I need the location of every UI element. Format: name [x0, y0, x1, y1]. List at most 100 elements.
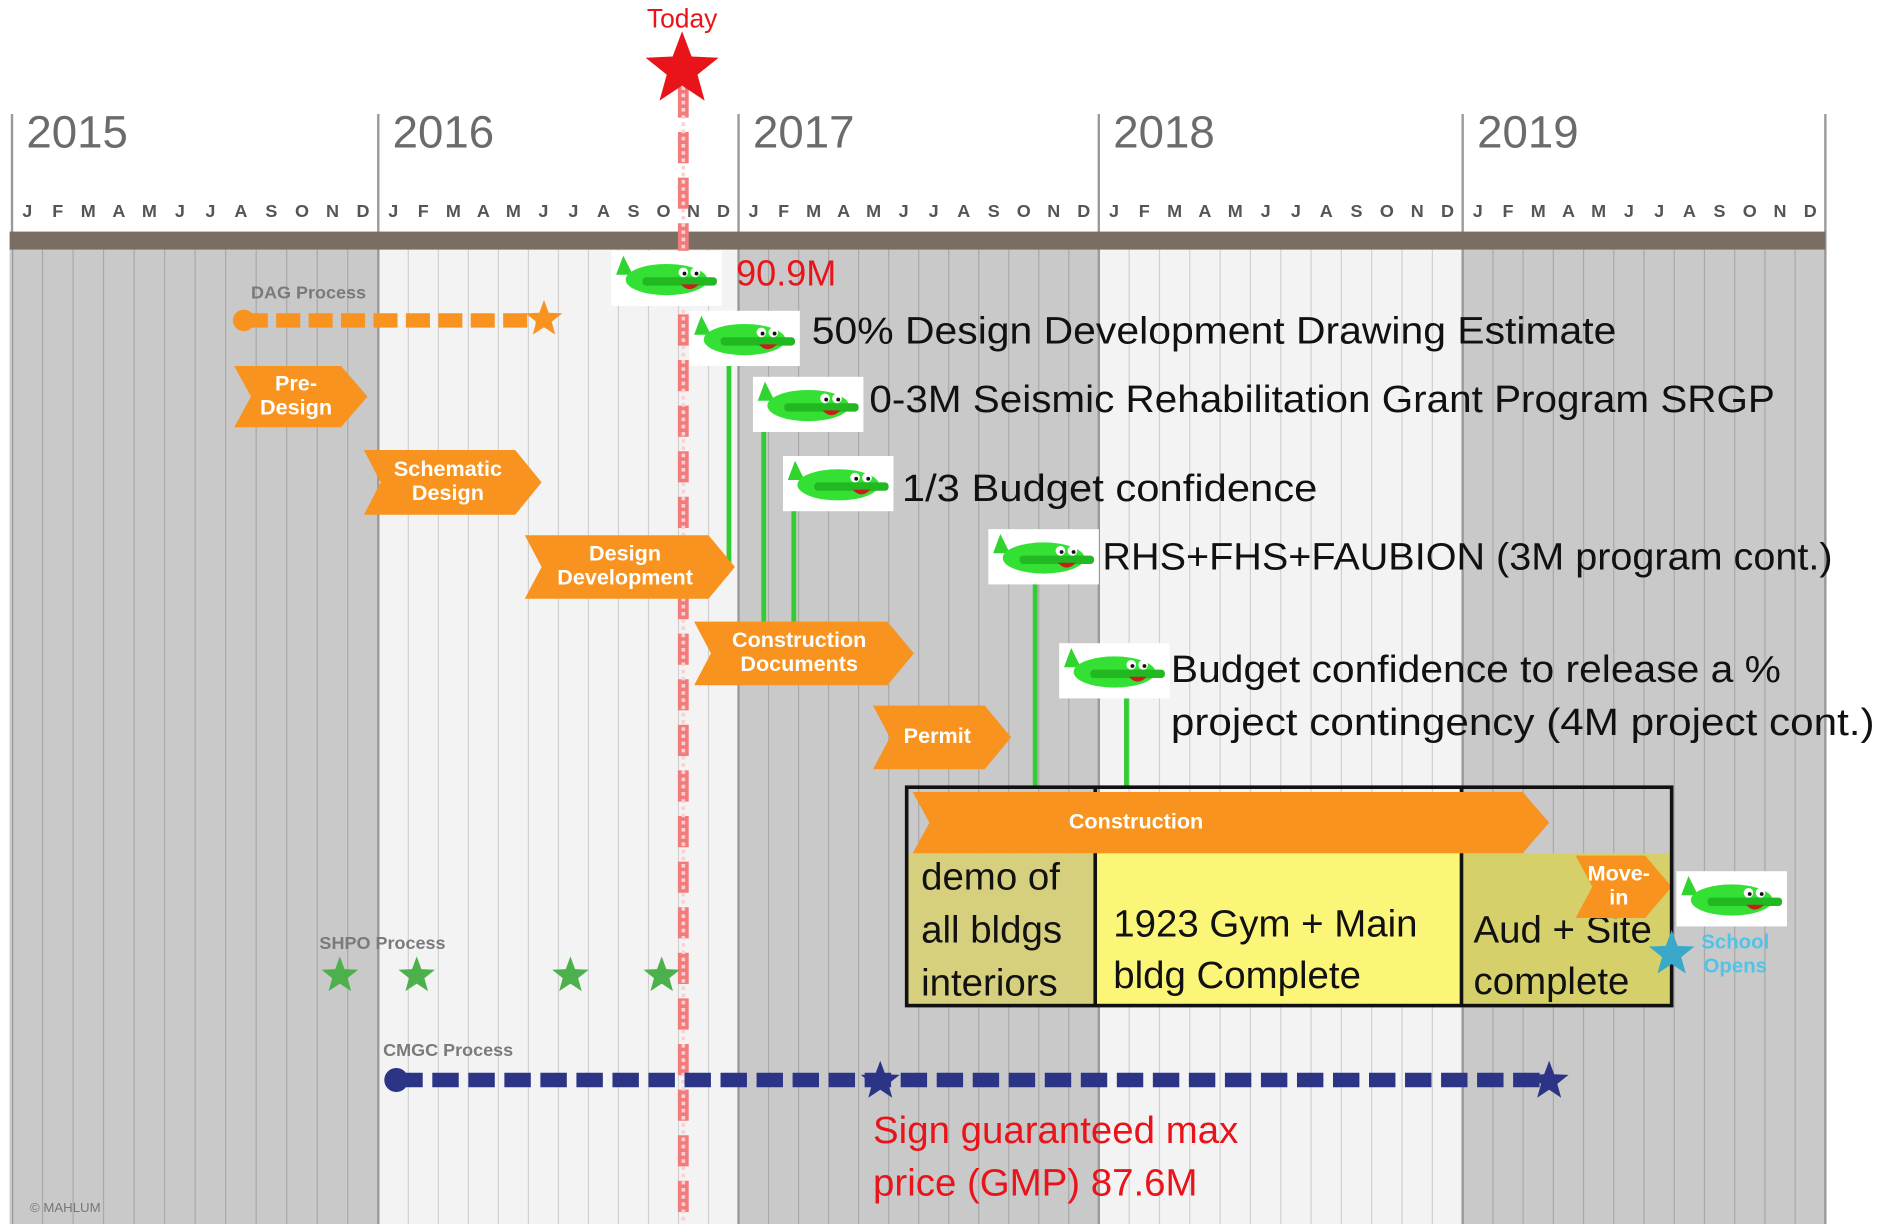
month-label: A — [597, 201, 610, 221]
plane-pupil — [695, 272, 699, 276]
year-label: 2015 — [26, 107, 128, 158]
plane-pupil — [824, 398, 828, 402]
month-label: J — [568, 201, 578, 221]
phase-label: Development — [557, 565, 693, 590]
month-label: D — [357, 201, 370, 221]
phase-label: Schematic — [394, 456, 502, 481]
plane-pupil — [683, 272, 687, 276]
plane-pupil — [773, 332, 777, 336]
month-label: A — [112, 201, 125, 221]
month-label: A — [957, 201, 970, 221]
month-label: J — [388, 201, 398, 221]
month-label: A — [1198, 201, 1211, 221]
month-label: S — [1351, 201, 1363, 221]
month-label: A — [234, 201, 247, 221]
month-label: F — [778, 201, 789, 221]
month-label: F — [418, 201, 429, 221]
plane-pupil — [836, 398, 840, 402]
month-label: M — [806, 201, 821, 221]
plane-wing — [1090, 670, 1164, 678]
month-label: J — [1291, 201, 1301, 221]
phase-label: Construction — [1069, 808, 1203, 833]
phase-label: Construction — [732, 627, 866, 652]
construction-text: bldg Complete — [1113, 954, 1361, 997]
plane-wing — [784, 403, 858, 411]
phase-label: Design — [589, 541, 661, 566]
month-label: D — [1077, 201, 1090, 221]
year-label: 2019 — [1477, 107, 1579, 158]
year-label: 2017 — [753, 107, 855, 158]
milestone-label: 50% Design Development Drawing Estimate — [812, 310, 1617, 353]
month-label: M — [1531, 201, 1546, 221]
plane-icon — [988, 529, 1098, 584]
phase-label: Move- — [1588, 861, 1650, 886]
dag-start — [233, 310, 255, 332]
month-label: J — [1654, 201, 1664, 221]
month-label: N — [326, 201, 339, 221]
month-label: A — [1320, 201, 1333, 221]
month-label: N — [1411, 201, 1424, 221]
plane-icon — [611, 251, 721, 306]
month-label: O — [1380, 201, 1394, 221]
plane-pupil — [1760, 892, 1764, 896]
plane-pupil — [1131, 664, 1135, 668]
month-label: O — [1743, 201, 1757, 221]
plane-pupil — [854, 477, 858, 481]
month-label: A — [477, 201, 490, 221]
month-label: J — [1109, 201, 1119, 221]
month-label: M — [1591, 201, 1606, 221]
month-label: J — [538, 201, 548, 221]
month-label: S — [627, 201, 639, 221]
month-label: A — [1683, 201, 1696, 221]
plane-wing — [642, 277, 716, 285]
month-label: F — [1139, 201, 1150, 221]
construction-text: complete — [1473, 960, 1629, 1003]
month-label: N — [687, 201, 700, 221]
phase-label: Design — [412, 480, 484, 505]
phase-label: Permit — [904, 723, 971, 748]
gmp-label: price (GMP) 87.6M — [873, 1162, 1198, 1205]
month-label: M — [1228, 201, 1243, 221]
month-label: N — [1047, 201, 1060, 221]
plane-pupil — [866, 477, 870, 481]
construction-text: all bldgs — [921, 909, 1062, 952]
construction-text: interiors — [921, 961, 1058, 1004]
plane-icon — [1059, 643, 1169, 698]
milestone-label: RHS+FHS+FAUBION (3M program cont.) — [1102, 535, 1832, 578]
month-label: J — [929, 201, 939, 221]
phase-label: in — [1609, 885, 1628, 910]
month-label: M — [866, 201, 881, 221]
month-label: A — [1562, 201, 1575, 221]
month-label: M — [142, 201, 157, 221]
plane-pupil — [1060, 550, 1064, 554]
phase-arrow — [913, 792, 1549, 853]
page: { "header": { "today": "Today", "years":… — [0, 0, 1883, 1224]
plane-pupil — [761, 332, 765, 336]
today-label: Today — [647, 3, 718, 33]
plane-pupil — [1748, 892, 1752, 896]
month-label: J — [1261, 201, 1271, 221]
plane-pupil — [1143, 664, 1147, 668]
month-label: S — [265, 201, 277, 221]
plane-icon — [1676, 871, 1786, 926]
gmp-label: Sign guaranteed max — [873, 1109, 1238, 1152]
month-label: F — [52, 201, 63, 221]
plane-wing — [814, 482, 888, 490]
milestone-label: Budget confidence to release a % — [1171, 648, 1781, 691]
month-label: S — [988, 201, 1000, 221]
cmgc-start — [384, 1068, 408, 1092]
milestone-label: project contingency (4M project cont.) — [1171, 701, 1875, 744]
month-label: J — [749, 201, 759, 221]
year-label: 2016 — [393, 107, 495, 158]
plane-icon — [753, 377, 863, 432]
month-label: O — [656, 201, 670, 221]
copyright: © MAHLUM — [30, 1200, 101, 1215]
construction-text: demo of — [921, 856, 1060, 899]
plane-icon — [783, 456, 893, 511]
phase-label: Pre- — [275, 370, 317, 395]
milestone-label: 90.9M — [736, 253, 836, 294]
month-label: J — [22, 201, 32, 221]
process-label: CMGC Process — [383, 1040, 513, 1060]
plane-wing — [1708, 898, 1782, 906]
month-label: D — [1804, 201, 1817, 221]
